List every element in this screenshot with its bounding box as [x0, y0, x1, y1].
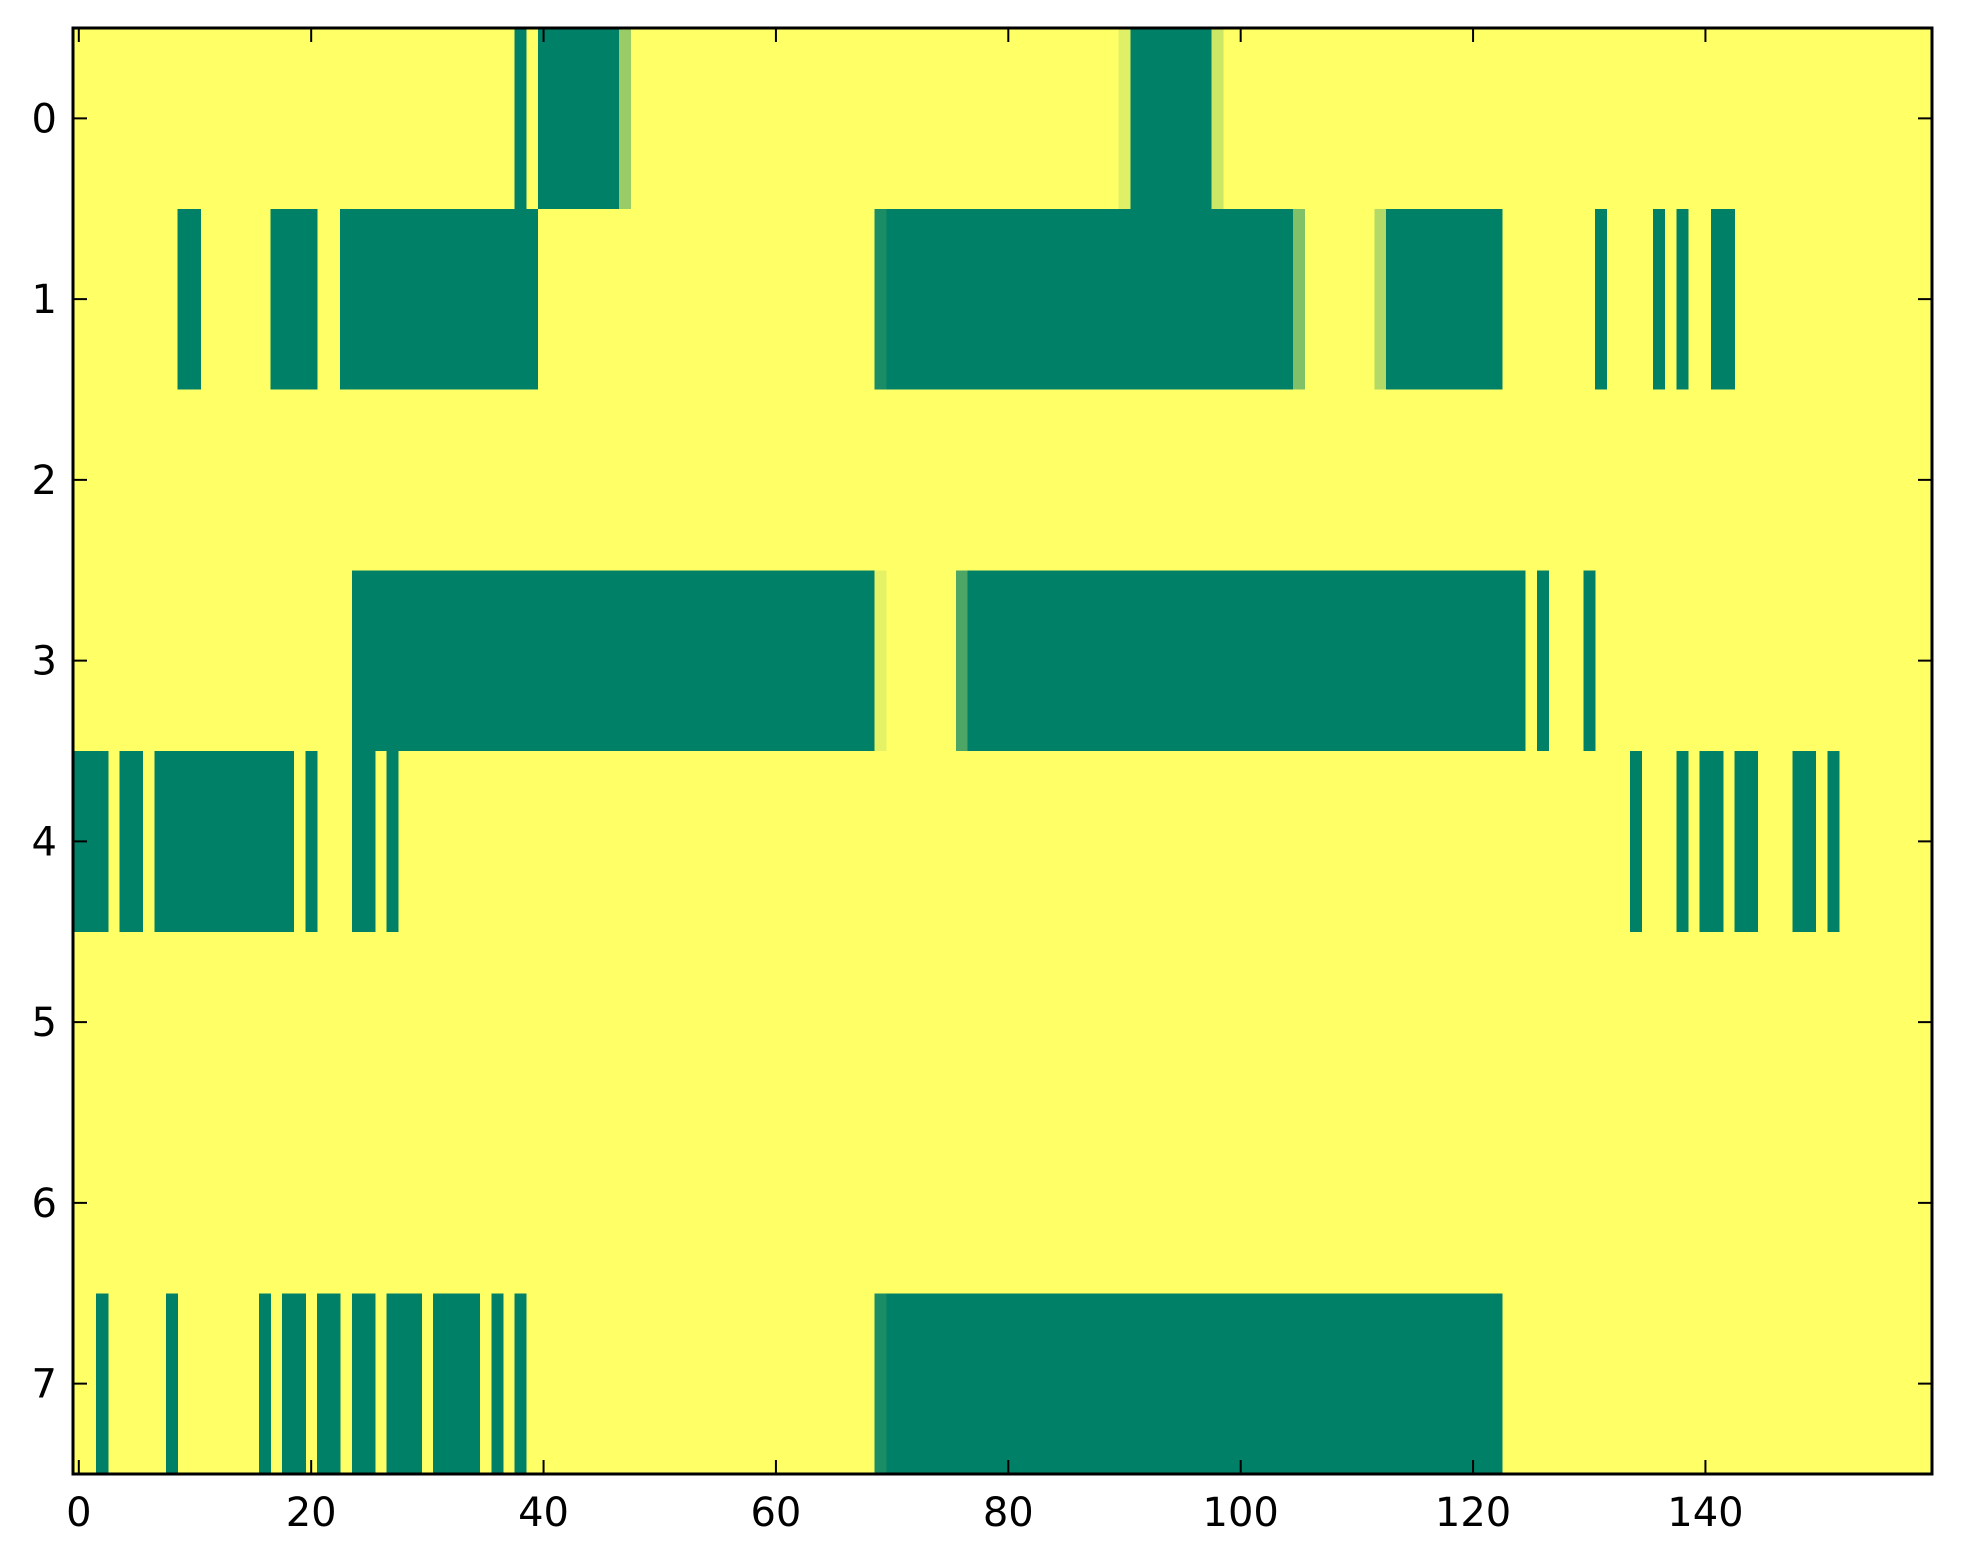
heatmap-cell — [967, 570, 1526, 751]
heatmap-cell — [258, 1293, 271, 1474]
plot-frame — [71, 26, 1934, 1476]
x-tick-label: 140 — [1667, 1490, 1743, 1536]
heatmap-cell — [956, 570, 969, 751]
heatmap-cell — [351, 751, 376, 932]
heatmap-cell — [537, 28, 620, 209]
heatmap-cell — [619, 28, 632, 209]
x-tick-label: 60 — [750, 1490, 801, 1536]
heatmap-cell — [1676, 208, 1689, 390]
heatmap-cell — [316, 1293, 341, 1474]
heatmap-cell — [1583, 570, 1596, 751]
heatmap-cell — [1292, 208, 1305, 390]
heatmap-cell — [514, 1293, 527, 1474]
heatmap-cell — [119, 751, 144, 932]
heatmap-cell — [1792, 751, 1817, 932]
heatmap-cell — [1211, 28, 1224, 209]
heatmap-cell — [305, 751, 318, 932]
x-tick-labels: 0 20 40 60 80 100 120 140 — [66, 1490, 1744, 1536]
x-tick-label: 80 — [983, 1490, 1034, 1536]
heatmap-cell — [386, 1293, 422, 1474]
axis-ticks — [73, 28, 1932, 1474]
heatmap-cell — [282, 1293, 306, 1474]
x-tick-label: 100 — [1203, 1490, 1279, 1536]
axes-frame — [71, 26, 1934, 1476]
heatmap-cell — [886, 208, 1294, 390]
y-tick-label: 6 — [32, 1181, 57, 1227]
heatmap-cell — [1629, 751, 1642, 932]
heatmap-cell — [177, 208, 202, 390]
y-tick-label: 1 — [32, 277, 57, 323]
y-tick-label: 3 — [32, 639, 57, 685]
heatmap-cell — [886, 1293, 1503, 1474]
heatmap-cell — [1536, 570, 1549, 751]
heatmap-cell — [433, 1293, 481, 1474]
heatmap-cell — [340, 208, 539, 390]
heatmap-cell — [351, 1293, 376, 1474]
heatmap-cell — [1653, 208, 1666, 390]
heatmap-cell — [874, 1293, 887, 1474]
x-tick-label: 0 — [66, 1490, 91, 1536]
heatmap-cell — [491, 1293, 504, 1474]
heatmap-cell — [1385, 208, 1503, 390]
x-tick-label: 40 — [518, 1490, 569, 1536]
x-tick-label: 120 — [1435, 1490, 1511, 1536]
heatmap-cell — [1711, 208, 1735, 390]
heatmap-cell — [874, 570, 887, 751]
heatmap-cell — [96, 1293, 109, 1474]
heatmap-cell — [1699, 751, 1724, 932]
y-tick-label: 7 — [32, 1362, 57, 1408]
heatmap-cell — [1734, 751, 1759, 932]
heatmap-cell — [351, 570, 876, 751]
heatmap-cell — [514, 28, 527, 209]
x-tick-label: 20 — [286, 1490, 337, 1536]
heatmap-cells — [73, 28, 1840, 1474]
heatmap-cell — [1130, 28, 1213, 209]
heatmap-cell — [1374, 208, 1387, 390]
heatmap-cell — [154, 751, 295, 932]
y-tick-labels: 0 1 2 3 4 5 6 7 — [32, 96, 57, 1407]
heatmap-cell — [165, 1293, 178, 1474]
heatmap-cell — [386, 751, 399, 932]
heatmap-cell — [874, 208, 887, 390]
y-tick-label: 2 — [32, 458, 57, 504]
y-tick-label: 5 — [32, 1000, 57, 1046]
heatmap-cell — [1676, 751, 1689, 932]
y-tick-label: 4 — [32, 819, 57, 865]
heatmap-cell — [1595, 208, 1608, 390]
y-tick-label: 0 — [32, 96, 57, 142]
heatmap-cell — [1118, 28, 1131, 209]
heatmap-cell — [270, 208, 318, 390]
heatmap-cell — [1827, 751, 1840, 932]
